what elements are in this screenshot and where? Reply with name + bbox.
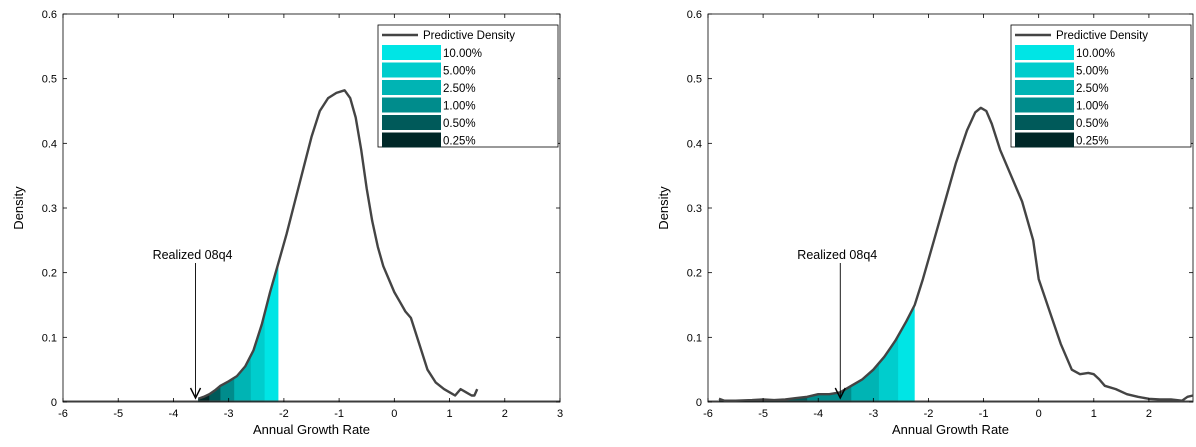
y-tick-label: 0.4 [42,138,57,150]
x-tick-label: -2 [924,408,934,420]
y-tick-label: 0 [51,397,57,409]
legend-item-label: 0.50% [1076,118,1109,130]
legend-item-label: 0.25% [1076,136,1109,148]
legend-item-label: Predictive Density [1056,30,1148,42]
legend: Predictive Density 10.00% 5.00% 2.50% 1.00% 0… [1010,24,1192,148]
y-tick-label: 0.3 [42,203,57,215]
annotation-label: Realized 08q4 [797,248,877,262]
annotation-label: Realized 08q4 [153,248,233,262]
x-tick-label: -6 [703,408,713,420]
x-tick-label: -5 [113,408,123,420]
legend-swatch [382,97,441,113]
x-axis-label: Annual Growth Rate [253,422,370,437]
legend-swatch [382,80,441,95]
quantile-area-2-50pct [719,363,879,402]
x-tick-label: -1 [979,408,989,420]
legend-item-label: 1.00% [1076,101,1109,113]
legend-swatch [382,45,441,60]
y-tick-label: 0.6 [687,9,702,21]
y-tick-label: 0.2 [687,268,702,280]
y-tick-label: 0 [696,397,702,409]
legend-swatch [1015,62,1074,78]
annotation-arrow-head [189,387,202,400]
x-tick-label: 3 [557,408,563,420]
y-tick-label: 0.1 [42,332,57,344]
legend-item-label: 5.00% [443,66,476,78]
y-tick-label: 0.1 [687,332,702,344]
legend-item-label: 5.00% [1076,66,1109,78]
legend-swatch [1015,115,1074,130]
x-tick-label: -5 [758,408,768,420]
y-tick-label: 0.4 [687,138,702,150]
annotation-arrow-head [834,387,846,400]
y-axis-label: Density [11,186,26,230]
x-tick-label: 0 [1036,408,1042,420]
legend-swatch [1015,80,1074,95]
x-tick-label: -2 [279,408,289,420]
x-tick-label: -3 [868,408,878,420]
density-curve [197,89,479,400]
y-tick-label: 0.3 [687,203,702,215]
legend-item-label: 0.25% [443,136,476,148]
legend: Predictive Density 10.00% 5.00% 2.50% 1.00% 0… [377,24,559,148]
y-tick-label: 0.2 [42,268,57,280]
x-tick-label: -4 [813,408,823,420]
legend-swatch [1015,132,1074,148]
x-tick-label: 2 [502,408,508,420]
legend-swatch [382,115,441,130]
legend-item-label: Predictive Density [423,30,515,42]
legend-item-label: 2.50% [1076,83,1109,95]
chart-panel-2: -6 -5 -4 -3 -2 -1 0 1 2 0 0.1 0.2 0.3 0.4 0.5 0.6 Annual… [656,9,1194,437]
legend-swatch [1015,97,1074,113]
y-tick-label: 0.5 [42,74,57,86]
legend-item-label: 1.00% [443,101,476,113]
legend-item-label: 10.00% [443,48,482,60]
quantile-area-1-00pct [719,385,852,402]
quantile-area-2-50pct [198,355,251,402]
y-tick-label: 0.6 [42,9,57,21]
legend-swatch [382,62,441,78]
x-tick-label: -3 [224,408,234,420]
x-tick-label: -6 [58,408,68,420]
x-tick-label: 1 [446,408,452,420]
y-tick-label: 0.5 [687,74,702,86]
legend-item-label: 2.50% [443,83,476,95]
x-tick-label: -1 [334,408,344,420]
y-axis-label: Density [656,186,671,230]
x-tick-label: -4 [169,408,179,420]
x-axis-label: Annual Growth Rate [892,422,1009,437]
x-tick-label: 2 [1146,408,1152,420]
density-curve [718,106,1194,402]
chart-panel-1: -6 -5 -4 -3 -2 -1 0 1 2 3 0 0.1 0.2 0.3 0.4 0.5 0.6 Annua… [11,9,563,437]
legend-item-label: 10.00% [1076,48,1115,60]
legend-swatch [382,132,441,148]
legend-item-label: 0.50% [443,118,476,130]
x-tick-label: 0 [391,408,397,420]
x-tick-label: 1 [1091,408,1097,420]
legend-swatch [1015,45,1074,60]
